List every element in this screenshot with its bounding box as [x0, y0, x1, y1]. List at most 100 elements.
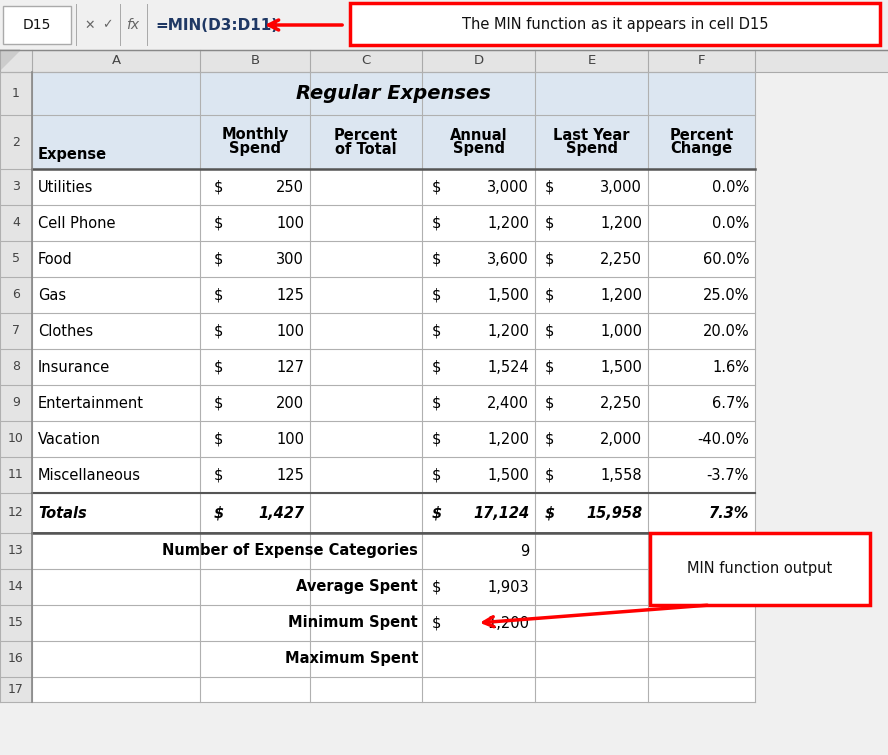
Text: 125: 125 — [276, 288, 304, 303]
Text: $: $ — [545, 467, 554, 482]
Text: 1,000: 1,000 — [600, 323, 642, 338]
Bar — [650, 533, 870, 605]
Bar — [32, 169, 755, 205]
Text: Gas: Gas — [38, 288, 66, 303]
Text: $: $ — [214, 359, 224, 374]
Text: $: $ — [545, 215, 554, 230]
Text: 6: 6 — [12, 288, 20, 301]
Bar — [32, 349, 755, 385]
Text: $: $ — [432, 615, 441, 630]
Text: 0.0%: 0.0% — [712, 180, 749, 195]
Bar — [0, 50, 888, 72]
Text: $: $ — [432, 215, 441, 230]
Bar — [32, 277, 755, 313]
Text: 10: 10 — [8, 433, 24, 445]
Bar — [32, 241, 755, 277]
Text: 2,250: 2,250 — [600, 251, 642, 267]
Text: Minimum Spent: Minimum Spent — [289, 615, 418, 630]
Text: -40.0%: -40.0% — [697, 432, 749, 446]
Text: 7.3%: 7.3% — [709, 506, 749, 520]
Text: fx: fx — [126, 18, 139, 32]
Text: 15,958: 15,958 — [586, 506, 642, 520]
Text: 1,200: 1,200 — [487, 323, 529, 338]
Bar — [32, 677, 755, 702]
Text: D: D — [473, 54, 484, 67]
Bar — [32, 533, 755, 569]
Bar — [0, 0, 888, 50]
Text: 1,200: 1,200 — [600, 288, 642, 303]
Text: Spend: Spend — [566, 141, 617, 156]
Text: $: $ — [432, 359, 441, 374]
Bar — [32, 313, 755, 349]
Text: C: C — [361, 54, 370, 67]
Text: 16: 16 — [8, 652, 24, 665]
Text: $: $ — [214, 288, 224, 303]
Bar — [147, 4, 148, 46]
Text: Percent: Percent — [670, 128, 733, 143]
Bar — [32, 205, 755, 241]
Text: $: $ — [432, 180, 441, 195]
Text: 12: 12 — [8, 507, 24, 519]
Text: $: $ — [214, 215, 224, 230]
Text: Spend: Spend — [229, 141, 281, 156]
Text: 100: 100 — [276, 215, 304, 230]
Text: 250: 250 — [276, 180, 304, 195]
Text: Clothes: Clothes — [38, 323, 93, 338]
Text: ✓: ✓ — [102, 19, 112, 32]
Text: $: $ — [545, 506, 555, 520]
Text: 3,600: 3,600 — [488, 251, 529, 267]
Text: 4: 4 — [12, 217, 20, 230]
Bar — [350, 3, 880, 45]
Text: 60.0%: 60.0% — [702, 251, 749, 267]
Text: Regular Expenses: Regular Expenses — [296, 84, 491, 103]
Text: Utilities: Utilities — [38, 180, 93, 195]
Text: $: $ — [432, 580, 441, 594]
Text: $: $ — [214, 432, 224, 446]
Text: 1,500: 1,500 — [600, 359, 642, 374]
Bar — [32, 115, 755, 169]
Bar — [76, 4, 77, 46]
Text: Change: Change — [670, 141, 733, 156]
Text: 3,000: 3,000 — [600, 180, 642, 195]
Bar — [32, 641, 755, 677]
Text: 7: 7 — [12, 325, 20, 337]
Text: 8: 8 — [12, 360, 20, 374]
Bar — [32, 569, 755, 605]
Text: 2: 2 — [12, 135, 20, 149]
Bar — [120, 4, 121, 46]
Text: 125: 125 — [276, 467, 304, 482]
Text: Vacation: Vacation — [38, 432, 101, 446]
Text: 1,500: 1,500 — [488, 467, 529, 482]
Text: 17,124: 17,124 — [473, 506, 529, 520]
Text: 17: 17 — [8, 683, 24, 696]
Bar — [32, 493, 755, 533]
Text: 3: 3 — [12, 180, 20, 193]
Text: $: $ — [545, 288, 554, 303]
Text: $: $ — [214, 323, 224, 338]
Text: The MIN function as it appears in cell D15: The MIN function as it appears in cell D… — [462, 17, 768, 32]
Text: 1,500: 1,500 — [488, 288, 529, 303]
Text: $: $ — [545, 359, 554, 374]
Text: $: $ — [214, 251, 224, 267]
Text: Totals: Totals — [38, 506, 87, 520]
Text: 2,250: 2,250 — [600, 396, 642, 411]
Text: Monthly: Monthly — [221, 128, 289, 143]
Text: Food: Food — [38, 251, 73, 267]
Text: Spend: Spend — [453, 141, 504, 156]
Text: 25.0%: 25.0% — [702, 288, 749, 303]
Text: 100: 100 — [276, 432, 304, 446]
Text: $: $ — [432, 467, 441, 482]
Bar — [32, 605, 755, 641]
Text: 127: 127 — [276, 359, 304, 374]
Text: $: $ — [545, 432, 554, 446]
Text: 5: 5 — [12, 252, 20, 266]
Text: 0.0%: 0.0% — [712, 215, 749, 230]
Text: Number of Expense Categories: Number of Expense Categories — [163, 544, 418, 559]
Text: 1,200: 1,200 — [487, 215, 529, 230]
Text: Expense: Expense — [38, 147, 107, 162]
Text: 3,000: 3,000 — [488, 180, 529, 195]
Text: $: $ — [432, 396, 441, 411]
Text: Miscellaneous: Miscellaneous — [38, 467, 141, 482]
Text: 1,524: 1,524 — [488, 359, 529, 374]
Text: 9: 9 — [12, 396, 20, 409]
